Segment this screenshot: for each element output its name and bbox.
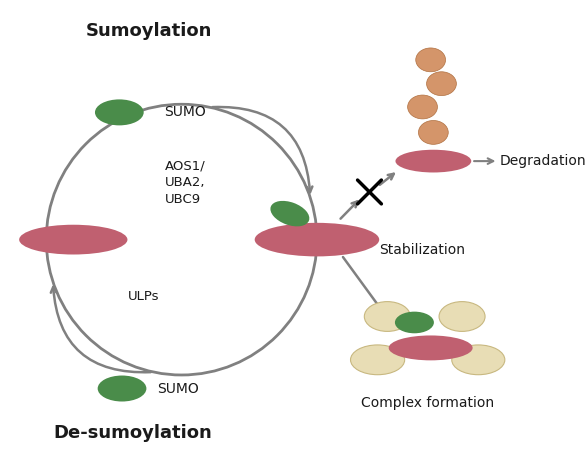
Text: SUMO: SUMO [157,382,199,395]
Text: Degradation: Degradation [500,154,587,168]
Ellipse shape [426,72,456,95]
Ellipse shape [419,120,448,144]
Ellipse shape [350,345,405,375]
Ellipse shape [389,336,473,360]
Text: Stabilization: Stabilization [379,244,465,257]
Ellipse shape [270,201,309,226]
Text: SUMO: SUMO [164,106,206,119]
Ellipse shape [365,301,410,332]
Text: AOS1/
UBA2,
UBC9: AOS1/ UBA2, UBC9 [165,159,206,206]
Ellipse shape [395,312,434,333]
Ellipse shape [396,150,471,173]
Ellipse shape [439,301,485,332]
Ellipse shape [452,345,505,375]
Ellipse shape [19,225,128,255]
Text: De-sumoylation: De-sumoylation [54,425,212,443]
Text: ULPs: ULPs [128,290,159,303]
Ellipse shape [407,95,437,119]
Ellipse shape [98,375,146,401]
Text: Sumoylation: Sumoylation [86,22,212,40]
Ellipse shape [416,48,446,72]
Ellipse shape [255,223,379,257]
Ellipse shape [95,100,143,125]
Text: Complex formation: Complex formation [362,396,495,410]
